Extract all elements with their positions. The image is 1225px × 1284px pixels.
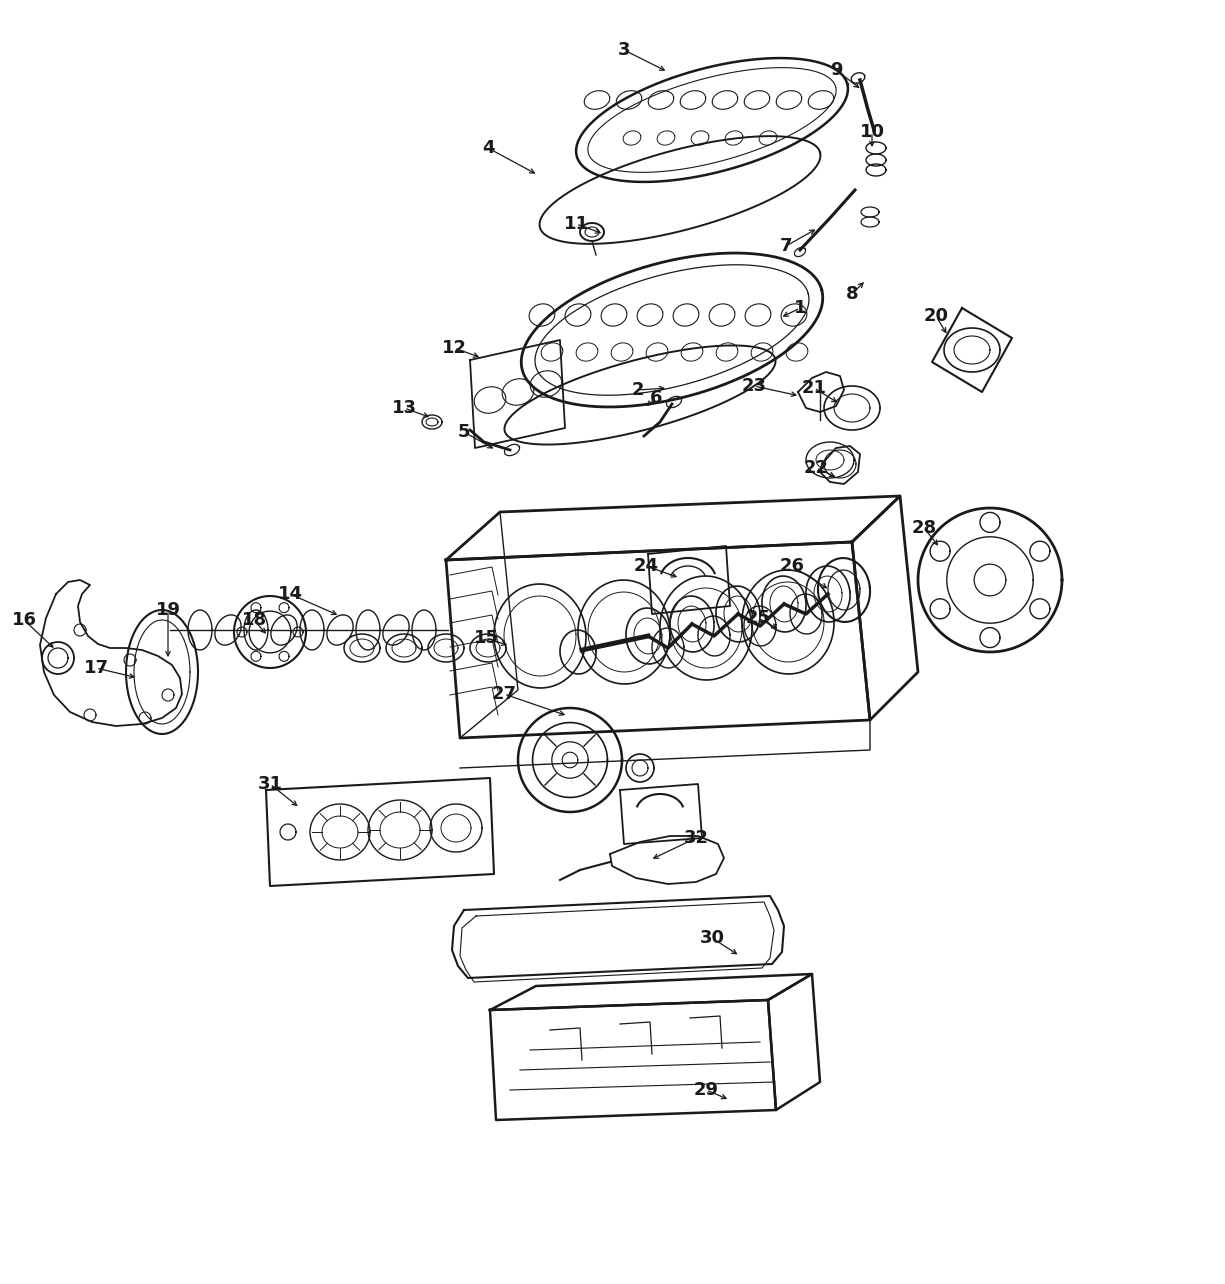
- Text: 17: 17: [83, 659, 109, 677]
- Text: 12: 12: [441, 339, 467, 357]
- Text: 26: 26: [779, 557, 805, 575]
- Text: 5: 5: [458, 422, 470, 440]
- Text: 25: 25: [746, 609, 771, 627]
- Text: 19: 19: [156, 601, 180, 619]
- Text: 1: 1: [794, 299, 806, 317]
- Text: 16: 16: [11, 611, 37, 629]
- Text: 29: 29: [693, 1081, 719, 1099]
- Text: 28: 28: [911, 519, 937, 537]
- Text: 3: 3: [617, 41, 630, 59]
- Text: 8: 8: [845, 285, 859, 303]
- Text: 2: 2: [632, 381, 644, 399]
- Text: 20: 20: [924, 307, 948, 325]
- Text: 27: 27: [491, 684, 517, 704]
- Text: 32: 32: [684, 829, 708, 847]
- Text: 22: 22: [804, 458, 828, 476]
- Text: 30: 30: [699, 930, 724, 948]
- Text: 6: 6: [649, 389, 663, 407]
- Text: 18: 18: [241, 611, 267, 629]
- Text: 4: 4: [481, 139, 494, 157]
- Text: 24: 24: [633, 557, 659, 575]
- Text: 23: 23: [741, 377, 767, 395]
- Text: 15: 15: [474, 629, 499, 647]
- Text: 31: 31: [257, 776, 283, 794]
- Text: 11: 11: [564, 214, 588, 232]
- Text: 21: 21: [801, 379, 827, 397]
- Text: 7: 7: [780, 238, 793, 256]
- Text: 10: 10: [860, 123, 884, 141]
- Text: 9: 9: [829, 62, 843, 80]
- Text: 14: 14: [278, 586, 303, 603]
- Text: 13: 13: [392, 399, 416, 417]
